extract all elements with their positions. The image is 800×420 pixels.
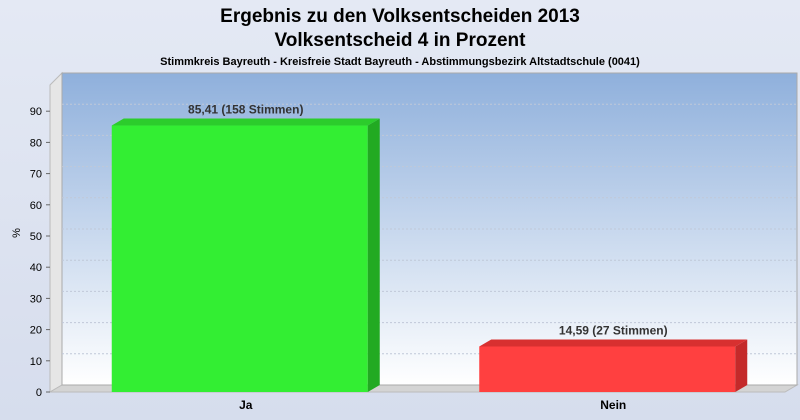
plot-left-wall bbox=[49, 71, 63, 393]
y-axis-label: % bbox=[11, 228, 23, 238]
chart-title: Ergebnis zu den Volksentscheiden 2013 bbox=[220, 6, 580, 27]
x-tick-label: Ja bbox=[239, 398, 253, 412]
bar-side-nein bbox=[735, 339, 748, 392]
y-tick-label: 30 bbox=[30, 293, 42, 305]
x-tick-label: Nein bbox=[600, 398, 626, 412]
y-axis: 0 10 20 30 40 50 60 70 80 90 bbox=[30, 106, 50, 399]
y-tick-label: 20 bbox=[30, 325, 42, 337]
chart-title-line2: Volksentscheid 4 in Prozent bbox=[275, 30, 527, 51]
bars: 85,41 (158 Stimmen) 14,59 (27 Stimmen) bbox=[111, 103, 748, 392]
bar-top-nein bbox=[479, 339, 748, 347]
bar-ja bbox=[111, 125, 368, 392]
bar-nein bbox=[479, 346, 736, 392]
y-tick-label: 10 bbox=[30, 356, 42, 368]
data-label: 14,59 (27 Stimmen) bbox=[559, 323, 668, 337]
y-tick-label: 90 bbox=[30, 106, 42, 118]
chart-subtitle: Stimmkreis Bayreuth - Kreisfreie Stadt B… bbox=[160, 56, 640, 68]
data-label: 85,41 (158 Stimmen) bbox=[188, 103, 303, 117]
y-tick-label: 50 bbox=[30, 231, 42, 243]
y-tick-label: 80 bbox=[30, 137, 42, 149]
y-tick-label: 40 bbox=[30, 262, 42, 274]
y-tick-label: 0 bbox=[36, 387, 42, 399]
y-tick-label: 60 bbox=[30, 200, 42, 212]
bar-side-ja bbox=[367, 118, 380, 392]
bar-top-ja bbox=[111, 118, 380, 126]
x-axis: Ja Nein bbox=[239, 398, 626, 412]
y-tick-label: 70 bbox=[30, 169, 42, 181]
